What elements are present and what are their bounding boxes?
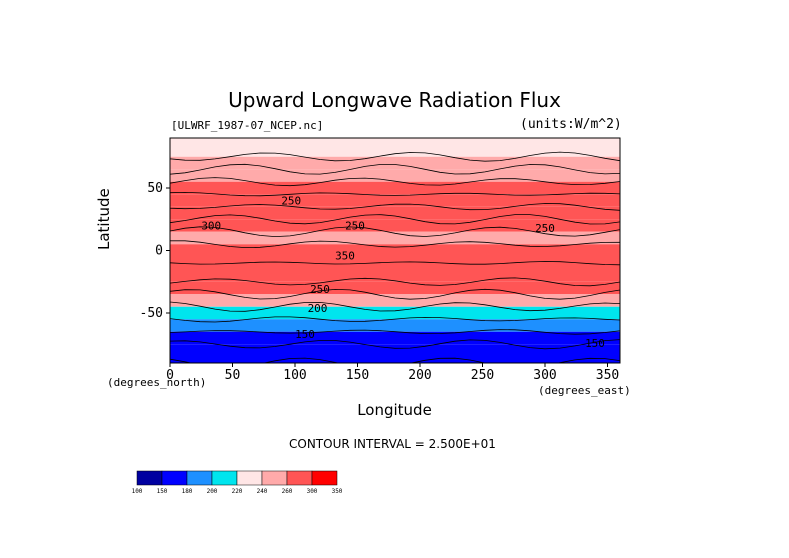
contour-line-8 bbox=[170, 261, 620, 266]
contour-line-0 bbox=[170, 151, 620, 162]
legend-swatch-5 bbox=[261, 470, 288, 486]
legend-label-6: 260 bbox=[282, 488, 293, 495]
contour-line-6 bbox=[170, 226, 620, 238]
contour-lines bbox=[170, 151, 620, 363]
zonal-band-7 bbox=[170, 231, 620, 245]
y-tick-label-0: 50 bbox=[147, 181, 163, 196]
source-file-label: [ULWRF_1987-07_NCEP.nc] bbox=[171, 119, 324, 132]
contour-label-4: 350 bbox=[335, 249, 355, 262]
y-unit-label: (degrees_north) bbox=[107, 376, 207, 389]
contour-labels: 250 250 300 250 350 250 200 150 150 bbox=[201, 194, 605, 350]
legend-label-7: 300 bbox=[307, 488, 318, 495]
x-unit-label: (degrees_east) bbox=[538, 384, 631, 397]
legend-swatch-3 bbox=[211, 470, 238, 486]
legend-swatch-1 bbox=[161, 470, 188, 486]
x-tick-label-1: 50 bbox=[225, 368, 241, 383]
x-axis-title: Longitude bbox=[0, 401, 789, 419]
x-tick-label-7: 350 bbox=[596, 368, 619, 383]
x-tick-label-4: 200 bbox=[408, 368, 431, 383]
contour-interval-label: CONTOUR INTERVAL = 2.500E+01 bbox=[289, 437, 496, 451]
zonal-band-10 bbox=[170, 281, 620, 295]
legend-label-2: 180 bbox=[182, 488, 193, 495]
color-legend: 100 150 180 200 220 240 260 300 350 bbox=[132, 470, 343, 495]
contour-line-10 bbox=[170, 288, 620, 300]
legend-label-1: 150 bbox=[157, 488, 168, 495]
contour-line-7 bbox=[170, 240, 620, 249]
x-axis-title-text: Longitude bbox=[357, 401, 432, 419]
contour-line-9 bbox=[170, 277, 620, 287]
contour-line-14 bbox=[170, 339, 620, 350]
contour-line-3 bbox=[170, 191, 620, 197]
zonal-band-12 bbox=[170, 306, 620, 320]
y-tick-label-2: -50 bbox=[140, 306, 163, 321]
legend-swatch-4 bbox=[236, 470, 263, 486]
zonal-band-1 bbox=[170, 156, 620, 170]
zonal-band-14 bbox=[170, 331, 620, 345]
zonal-band-0 bbox=[170, 138, 620, 157]
contour-line-13 bbox=[170, 329, 620, 335]
x-tick-label-5: 250 bbox=[471, 368, 494, 383]
legend-swatch-6 bbox=[286, 470, 313, 486]
zonal-band-13 bbox=[170, 319, 620, 332]
legend-swatch-7 bbox=[311, 470, 338, 486]
legend-label-3: 200 bbox=[207, 488, 218, 495]
zonal-band-15 bbox=[170, 344, 620, 363]
zonal-band-4 bbox=[170, 194, 620, 207]
contour-label-7: 150 bbox=[295, 328, 315, 341]
x-tick-label-6: 300 bbox=[533, 368, 556, 383]
heatmap-field bbox=[170, 138, 620, 363]
contour-line-1 bbox=[170, 163, 620, 175]
contour-line-4 bbox=[170, 203, 620, 211]
x-tick-label-3: 150 bbox=[346, 368, 369, 383]
contour-label-3: 250 bbox=[535, 222, 555, 235]
contour-label-1: 250 bbox=[345, 219, 365, 232]
legend-label-5: 240 bbox=[257, 488, 268, 495]
x-tick-label-2: 100 bbox=[283, 368, 306, 383]
zonal-band-3 bbox=[170, 181, 620, 195]
contour-label-2: 300 bbox=[201, 219, 221, 232]
y-tick-label-1: 0 bbox=[155, 244, 163, 259]
contour-label-8: 150 bbox=[585, 337, 605, 350]
chart-title: Upward Longwave Radiation Flux bbox=[228, 88, 561, 112]
contour-line-2 bbox=[170, 177, 620, 187]
contour-line-11 bbox=[170, 301, 620, 312]
legend-label-0: 100 bbox=[132, 488, 143, 495]
contour-line-12 bbox=[170, 316, 620, 323]
x-tick-label-0: 0 bbox=[166, 368, 174, 383]
zonal-band-9 bbox=[170, 263, 620, 282]
legend-label-8: 350 bbox=[332, 488, 343, 495]
contour-line-5 bbox=[170, 214, 620, 225]
contour-label-5: 250 bbox=[310, 283, 330, 296]
legend-swatch-2 bbox=[186, 470, 213, 486]
zonal-band-8 bbox=[170, 244, 620, 263]
zonal-band-5 bbox=[170, 206, 620, 220]
contour-label-0: 250 bbox=[281, 194, 301, 207]
units-label: (units:W/m^2) bbox=[520, 117, 622, 132]
axes: 0 50 100 150 200 250 300 350 50 0 -50 bbox=[140, 181, 620, 383]
legend-swatch-0 bbox=[136, 470, 163, 486]
legend-label-4: 220 bbox=[232, 488, 243, 495]
contour-label-6: 200 bbox=[308, 302, 328, 315]
